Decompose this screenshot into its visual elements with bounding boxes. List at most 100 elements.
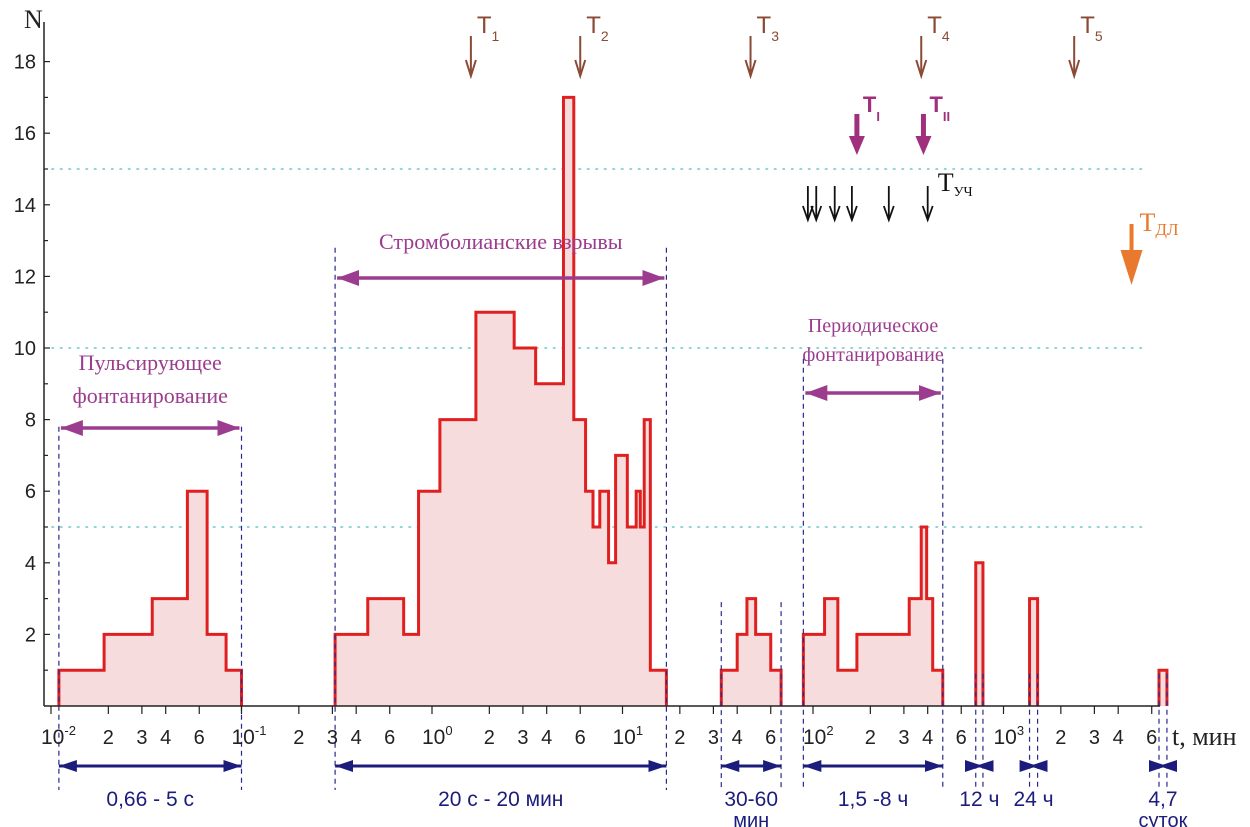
histogram-outline-4 [974,561,985,706]
marker-head-3 [744,59,757,80]
regime-label-2: Периодическое [808,315,939,337]
histogram-fill-3 [803,527,943,706]
marker-label-2: T2 [586,12,609,44]
range-boundary-lines [58,247,1168,790]
x-tick-label: 4 [732,727,743,749]
range-label-5: 24 ч [1013,788,1053,811]
x-tick-label: 3 [708,727,719,749]
x-tick-label: 3 [898,727,909,749]
marker-head-4 [915,59,928,80]
x-tick-label: 6 [384,727,395,749]
marker-label-II: TII [929,92,950,124]
y-tick-label: 16 [14,123,36,145]
period-markers: T1 T2 T3 T4 T5 TI TII TДЛ TУЧ [464,12,1179,285]
t-uch-head-2 [828,205,841,223]
t-uch-head-3 [846,205,858,223]
y-tick-label: 10 [14,338,36,360]
x-tick-label: 6 [765,727,776,749]
x-tick-label: 3 [327,727,338,749]
marker-label-ДЛ: TДЛ [1140,208,1179,239]
x-tick-label: 3 [517,727,528,749]
x-tick-label: 2 [103,727,114,749]
x-tick-label: 10-2 [41,723,76,749]
y-axis-label: N [24,5,43,34]
marker-head-2 [574,59,587,80]
histogram-outline-3 [801,525,945,706]
marker-label-1: T1 [477,12,500,44]
histogram-fill-5 [1029,598,1038,706]
x-tick-label: 2 [865,727,876,749]
marker-head-1 [464,59,477,80]
x-tick-label: 10-1 [232,723,267,749]
x-tick-label: 103 [994,723,1025,749]
y-tick-label: 12 [14,266,36,288]
regime-label-1: Стромболианские взрывы [379,229,623,254]
reference-lines [51,168,1146,528]
regime-annotations: Пульсирующее фонтанирование Стромболиански… [60,229,944,436]
y-tick-label: 6 [25,481,36,503]
range-label-1: 20 с - 20 мин [438,788,563,811]
marker-head-I [848,136,865,155]
t-uch-head-5 [921,205,934,223]
x-tick-label: 6 [575,727,586,749]
t-uch-label: TУЧ [938,168,973,200]
x-tick-label: 6 [956,727,967,749]
x-tick-label: 3 [1089,727,1100,749]
t-uch-head-0 [802,205,814,223]
range-label-3: 1,5 -8 ч [838,788,908,811]
y-tick-label: 4 [25,553,36,575]
range-label-2: 30-60 [724,788,778,811]
x-tick-label: 100 [422,723,453,749]
histogram-fill-2 [721,598,782,706]
y-tick-label: 18 [14,52,36,74]
regime-label-2: фонтанирование [802,344,943,366]
range-label-6-line2: суток [1139,810,1188,827]
marker-label-I: TI [863,92,880,124]
x-tick-label: 6 [1146,727,1157,749]
histogram-outline-0 [57,489,243,706]
range-label-4: 12 ч [959,788,999,811]
histogram-outline-1 [333,95,668,706]
marker-label-5: T5 [1080,12,1103,44]
x-tick-label: 2 [484,727,495,749]
y-tick-label: 14 [14,195,36,217]
histogram-outline-2 [719,597,783,706]
range-label-6: 4,7 [1148,788,1177,811]
histogram-outline-5 [1028,597,1040,706]
marker-head-II [915,136,932,155]
histogram-fill-1 [335,97,667,706]
histogram-fill-6 [1158,670,1167,706]
x-tick-label: 101 [613,723,644,749]
x-tick-label: 6 [194,727,205,749]
range-label-0: 0,66 - 5 с [106,788,194,811]
y-tick-label: 8 [25,410,36,432]
marker-head-ДЛ [1120,250,1143,285]
x-tick-label: 2 [293,727,304,749]
marker-label-4: T4 [927,12,950,44]
regime-label-0: фонтанирование [72,383,227,408]
x-tick-label: 102 [803,723,834,749]
t-uch-head-4 [882,205,895,223]
range-label-2-line2: мин [733,810,769,827]
x-tick-label: 3 [136,727,147,749]
marker-label-3: T3 [757,12,780,44]
t-uch-head-1 [810,205,823,223]
y-tick-label: 2 [25,624,36,646]
x-tick-label: 4 [922,727,933,749]
histogram-outline-6 [1157,668,1169,706]
marker-head-5 [1068,59,1081,80]
x-axis-label: t, мин [1172,722,1237,751]
histogram-bars [57,95,1169,706]
x-tick-label: 4 [541,727,552,749]
x-tick-label: 4 [1113,727,1124,749]
histogram-fill-0 [58,491,242,706]
x-tick-label: 2 [674,727,685,749]
x-tick-label: 4 [351,727,362,749]
regime-label-0: Пульсирующее [79,350,222,375]
histogram-fill-4 [975,562,983,706]
x-tick-label: 4 [160,727,171,749]
x-tick-label: 2 [1055,727,1066,749]
